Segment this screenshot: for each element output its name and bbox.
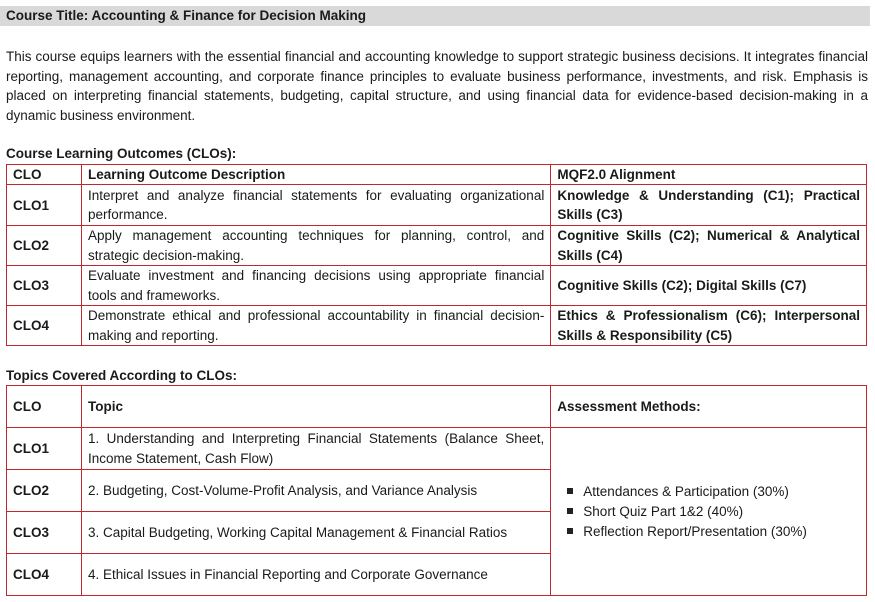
assessment-cell: Attendances & Participation (30%) Short …	[550, 427, 867, 596]
course-intro: This course equips learners with the ess…	[6, 49, 868, 123]
clo-description: Apply management accounting techniques f…	[80, 225, 552, 266]
list-item: Attendances & Participation (30%)	[567, 482, 860, 502]
list-item: Short Quiz Part 1&2 (40%)	[567, 502, 860, 522]
list-item: Reflection Report/Presentation (30%)	[567, 522, 860, 542]
header-assessment: Assessment Methods:	[550, 385, 867, 428]
topics-section-heading: Topics Covered According to CLOs:	[6, 368, 238, 383]
topic-clo-id: CLO3	[6, 511, 82, 554]
topics-table-header: CLO Topic Assessment Methods:	[6, 385, 867, 428]
bullet-icon	[567, 487, 574, 494]
table-row: CLO3 Evaluate investment and financing d…	[6, 265, 867, 306]
table-row: CLO1 1. Understanding and Interpreting F…	[6, 427, 867, 596]
header-clo: CLO	[6, 385, 82, 428]
clo-section-heading: Course Learning Outcomes (CLOs):	[6, 146, 237, 161]
clo-description: Evaluate investment and financing decisi…	[80, 265, 552, 306]
topic-clo-id: CLO4	[6, 553, 82, 596]
clo-alignment: Knowledge & Understanding (C1); Practica…	[550, 184, 867, 226]
assessment-list: Attendances & Participation (30%) Short …	[557, 482, 860, 542]
assessment-item: Reflection Report/Presentation (30%)	[583, 523, 807, 539]
table-row: CLO1 Interpret and analyze financial sta…	[6, 184, 867, 226]
topic-text: 1. Understanding and Interpreting Financ…	[80, 427, 552, 470]
clo-table: CLO Learning Outcome Description MQF2.0 …	[6, 164, 867, 346]
topic-text: 3. Capital Budgeting, Working Capital Ma…	[80, 511, 552, 554]
topic-text: 2. Budgeting, Cost-Volume-Profit Analysi…	[80, 469, 552, 512]
course-title: Course Title: Accounting & Finance for D…	[6, 8, 367, 23]
clo-description: Demonstrate ethical and professional acc…	[80, 305, 552, 346]
course-title-bar: Course Title: Accounting & Finance for D…	[0, 6, 870, 26]
clo-alignment: Cognitive Skills (C2); Numerical & Analy…	[550, 225, 867, 266]
clo-table-header: CLO Learning Outcome Description MQF2.0 …	[6, 164, 867, 185]
header-clo: CLO	[6, 164, 82, 185]
clo-id: CLO1	[6, 184, 82, 226]
clo-id: CLO3	[6, 265, 82, 306]
topics-table: CLO Topic Assessment Methods: CLO1 1. Un…	[6, 385, 867, 596]
table-row: CLO4 Demonstrate ethical and professiona…	[6, 305, 867, 346]
clo-alignment: Cognitive Skills (C2); Digital Skills (C…	[550, 265, 867, 306]
header-topic: Topic	[80, 385, 552, 428]
clo-id: CLO2	[6, 225, 82, 266]
table-row: CLO4 4. Ethical Issues in Financial Repo…	[6, 553, 867, 596]
assessment-item: Attendances & Participation (30%)	[583, 483, 789, 499]
table-row: CLO2 2. Budgeting, Cost-Volume-Profit An…	[6, 469, 867, 512]
assessment-item: Short Quiz Part 1&2 (40%)	[583, 503, 744, 519]
table-row: CLO2 Apply management accounting techniq…	[6, 225, 867, 266]
topic-clo-id: CLO2	[6, 469, 82, 512]
header-alignment: MQF2.0 Alignment	[550, 164, 867, 185]
clo-id: CLO4	[6, 305, 82, 346]
clo-alignment: Ethics & Professionalism (C6); Interpers…	[550, 305, 867, 346]
topic-clo-id: CLO1	[6, 427, 82, 470]
bullet-icon	[567, 507, 574, 514]
clo-description: Interpret and analyze financial statemen…	[80, 184, 552, 226]
bullet-icon	[567, 527, 574, 534]
table-row: CLO3 3. Capital Budgeting, Working Capit…	[6, 511, 867, 554]
header-description: Learning Outcome Description	[80, 164, 552, 185]
topic-text: 4. Ethical Issues in Financial Reporting…	[80, 553, 552, 596]
